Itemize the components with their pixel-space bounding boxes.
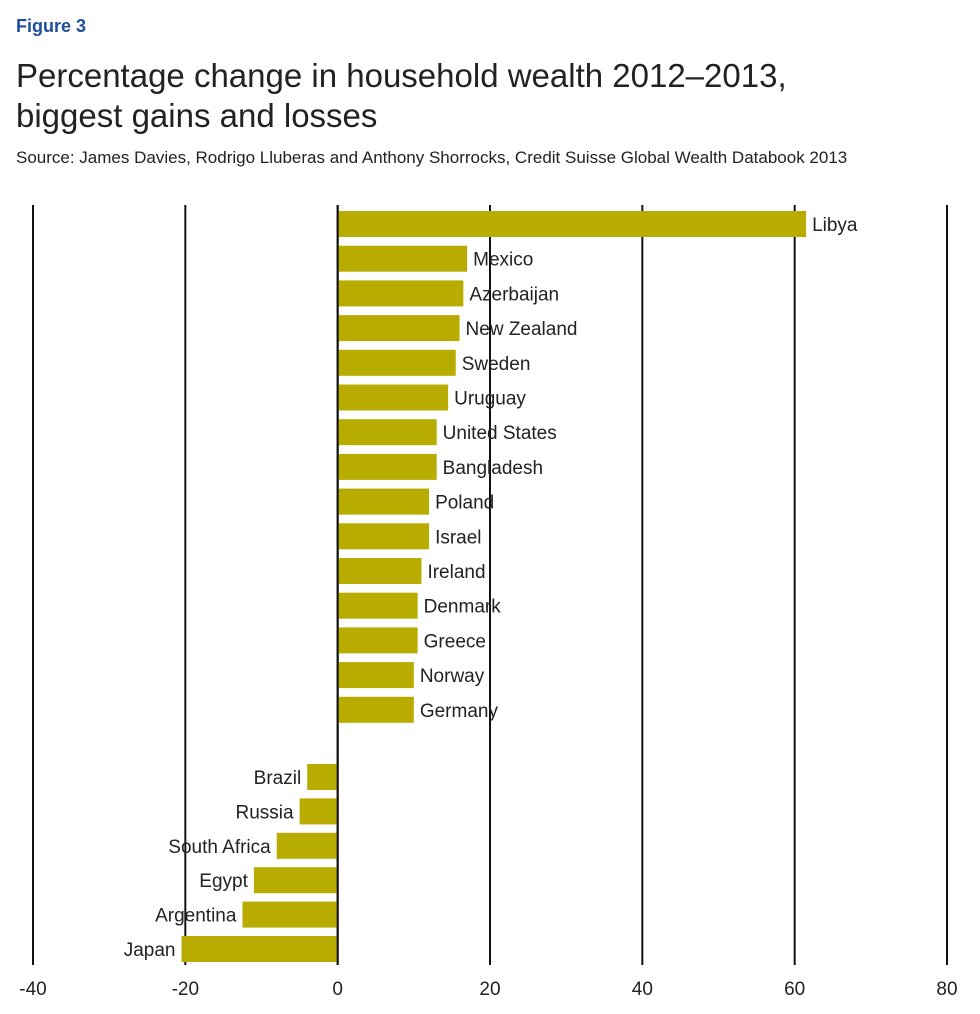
- bar-israel: [337, 523, 430, 550]
- bar-ireland: [337, 558, 422, 584]
- x-tick-label-6: 80: [936, 979, 957, 1000]
- bar-label-argentina: Argentina: [155, 906, 237, 927]
- x-tick-label-4: 40: [632, 979, 653, 1000]
- chart-title-line-2: biggest gains and losses: [16, 97, 378, 134]
- bar-south-africa: [276, 832, 338, 859]
- bar-brazil: [307, 764, 338, 790]
- bar-label-new-zealand: New Zealand: [466, 319, 578, 340]
- bar-label-bangladesh: Bangladesh: [443, 458, 543, 479]
- bar-label-azerbaijan: Azerbaijan: [469, 284, 559, 305]
- bar-mexico: [337, 245, 468, 272]
- x-tick-label-5: 60: [784, 979, 805, 1000]
- bar-label-poland: Poland: [435, 493, 494, 514]
- bar-egypt: [253, 867, 338, 894]
- bar-label-libya: Libya: [812, 215, 858, 236]
- bar-label-united-states: United States: [443, 423, 557, 444]
- x-tick-label-3: 20: [479, 979, 500, 1000]
- bar-japan: [181, 936, 338, 962]
- bar-germany: [337, 696, 414, 723]
- bar-label-ireland: Ireland: [427, 562, 485, 583]
- chart-title: Percentage change in household wealth 20…: [16, 56, 956, 136]
- figure-label: Figure 3: [16, 16, 87, 36]
- bar-label-russia: Russia: [236, 802, 295, 823]
- bar-label-greece: Greece: [424, 631, 486, 652]
- bar-sweden: [337, 349, 456, 376]
- bar-label-south-africa: South Africa: [168, 837, 271, 858]
- bar-norway: [337, 662, 414, 689]
- bar-label-israel: Israel: [435, 527, 481, 548]
- bar-denmark: [337, 592, 418, 619]
- bar-russia: [299, 798, 338, 825]
- bar-label-denmark: Denmark: [424, 597, 502, 618]
- x-tick-label-2: 0: [332, 979, 343, 1000]
- bar-libya: [337, 211, 807, 237]
- x-tick-label-1: -20: [172, 979, 199, 1000]
- bar-argentina: [242, 901, 338, 928]
- bar-azerbaijan: [337, 280, 464, 307]
- bar-label-japan: Japan: [124, 940, 176, 961]
- bar-label-norway: Norway: [420, 666, 485, 687]
- bar-new-zealand: [337, 315, 460, 342]
- bar-label-sweden: Sweden: [462, 354, 531, 375]
- bar-greece: [337, 627, 418, 654]
- x-tick-label-0: -40: [19, 979, 46, 1000]
- bar-poland: [337, 488, 430, 515]
- chart-title-line-1: Percentage change in household wealth 20…: [16, 57, 787, 94]
- bar-united-states: [337, 419, 437, 446]
- bar-label-uruguay: Uruguay: [454, 389, 526, 410]
- bar-label-germany: Germany: [420, 701, 499, 722]
- bar-uruguay: [337, 384, 449, 411]
- bar-bangladesh: [337, 453, 437, 480]
- bar-label-brazil: Brazil: [254, 768, 302, 789]
- source-note: Source: James Davies, Rodrigo Lluberas a…: [16, 148, 848, 167]
- bar-label-mexico: Mexico: [473, 250, 533, 271]
- bar-label-egypt: Egypt: [199, 871, 248, 892]
